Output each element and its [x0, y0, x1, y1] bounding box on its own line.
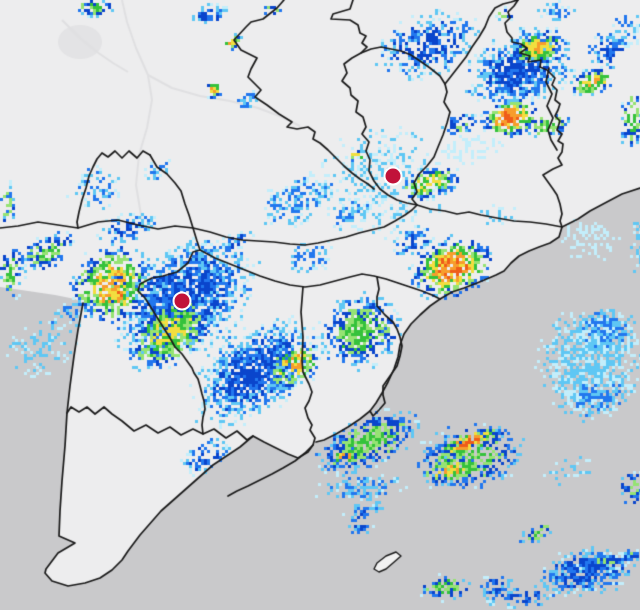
city-marker-north-location-marker-icon[interactable]	[383, 166, 403, 186]
city-marker-south-location-marker-icon[interactable]	[172, 291, 192, 311]
